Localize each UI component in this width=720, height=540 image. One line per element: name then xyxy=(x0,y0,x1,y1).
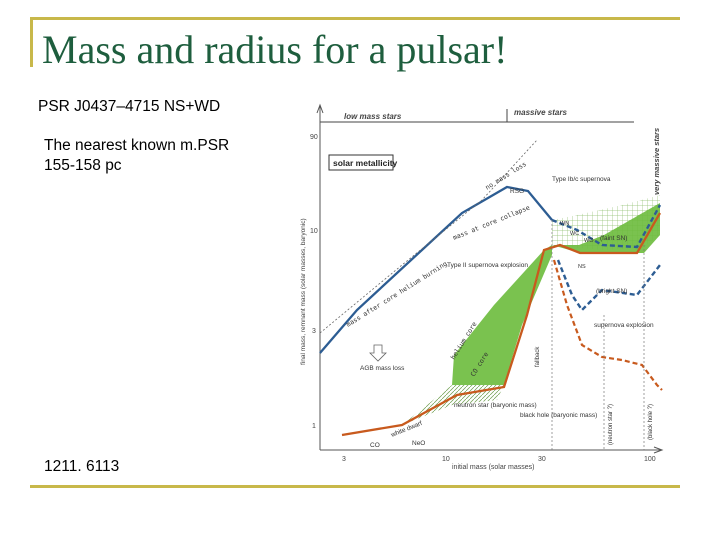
black-hole-label: black hole (baryonic mass) xyxy=(520,412,597,419)
y-axis-arrow xyxy=(316,103,324,114)
core-helium-curve-label: mass after core helium burning xyxy=(345,260,449,329)
slide-title: Mass and radius for a pulsar! xyxy=(42,27,508,72)
wolf-rayet-green-region xyxy=(552,203,660,253)
fallback-dashed-curve xyxy=(552,259,663,391)
fallback-label: fallback xyxy=(535,346,541,367)
metallicity-label: solar metallicity xyxy=(333,158,398,168)
neutron-star-hatched-region xyxy=(402,385,504,425)
low-mass-label: low mass stars xyxy=(344,112,402,121)
no-mass-loss-line xyxy=(319,139,538,334)
x-tick-3: 3 xyxy=(342,456,346,463)
agb-arrow xyxy=(369,344,387,362)
type-ii-label: Type II supernova explosion xyxy=(447,262,528,269)
neo-label: NeO xyxy=(412,440,425,447)
co-label: CO xyxy=(370,442,380,449)
distance-note: 155-158 pc xyxy=(44,157,122,174)
stellar-remnant-figure: low mass stars massive stars very massiv… xyxy=(300,103,664,471)
wo-label: WO xyxy=(584,238,594,244)
co-core-green-region xyxy=(452,245,552,385)
wn-label: WN xyxy=(560,221,569,227)
type-ibc-label: Type Ib/c supernova xyxy=(552,176,611,183)
black-hole-query-label: (black hole ?) xyxy=(648,404,654,440)
pulsar-name: PSR J0437–4715 NS+WD xyxy=(38,98,221,115)
x-axis-label: initial mass (solar masses) xyxy=(452,464,534,471)
massive-label: massive stars xyxy=(514,108,567,117)
faint-sn-label: (faint SN) xyxy=(600,235,627,242)
very-massive-label: very massive stars xyxy=(652,128,661,195)
core-collapse-curve-label: mass at core collapse xyxy=(452,204,531,242)
agb-label: AGB mass loss xyxy=(360,365,405,372)
wc-label: WC xyxy=(570,231,579,237)
final-mass-curve xyxy=(319,185,553,354)
bright-sn-curve xyxy=(556,259,661,312)
y-axis-label: final mass, remnant mass (solar masses, … xyxy=(300,218,307,365)
y-tick-1: 1 xyxy=(312,423,316,430)
y-tick-10: 10 xyxy=(310,228,318,235)
neutron-star-query-label: (neutron star ?) xyxy=(608,404,614,445)
arxiv-reference: 1211. 6113 xyxy=(44,458,120,475)
y-tick-3: 3 xyxy=(312,328,316,335)
x-axis-arrow xyxy=(653,446,664,454)
x-tick-30: 30 xyxy=(538,456,546,463)
bright-sn-label: (bright SN) xyxy=(596,288,627,295)
frame-top-rule xyxy=(30,17,680,20)
x-tick-10: 10 xyxy=(442,456,450,463)
nearest-note: The nearest known m.PSR xyxy=(44,137,230,154)
faint-sn-curve xyxy=(551,204,662,249)
metallicity-box xyxy=(328,154,394,171)
x-tick-100: 100 xyxy=(644,456,656,463)
remnant-mass-curve xyxy=(341,212,661,437)
rsg-label: RSG xyxy=(510,188,524,195)
neutron-star-label: neutron star (baryonic mass) xyxy=(454,402,537,409)
frame-left-rule xyxy=(30,17,33,67)
ns-tiny-label: NS xyxy=(578,264,586,270)
frame-bottom-rule xyxy=(30,485,680,488)
y-tick-90: 90 xyxy=(310,134,318,141)
sn-explosion-label: supernova explosion xyxy=(594,322,654,329)
